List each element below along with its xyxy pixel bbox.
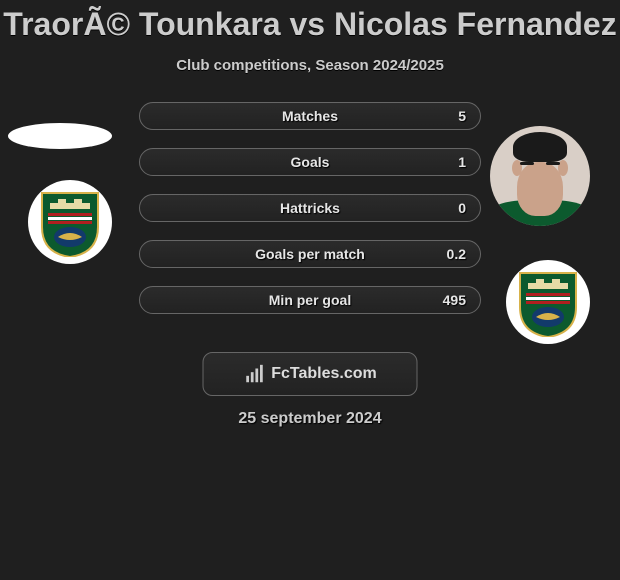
brand-badge: FcTables.com [203,352,418,396]
player-right-avatar [490,126,590,226]
stat-label: Goals per match [190,246,430,262]
stat-pill: Min per goal495 [139,286,481,314]
stat-label: Min per goal [190,292,430,308]
page-title: TraorÃ© Tounkara vs Nicolas Fernandez [0,0,620,43]
player-left-avatar [8,123,112,149]
page-subtitle: Club competitions, Season 2024/2025 [0,57,620,74]
bars-icon [243,363,265,385]
stat-label: Goals [190,154,430,170]
date-label: 25 september 2024 [0,410,620,428]
stat-right-value: 0 [430,200,466,216]
stat-right-value: 0.2 [430,246,466,262]
brand-label: FcTables.com [271,365,377,383]
stat-right-value: 5 [430,108,466,124]
stat-label: Matches [190,108,430,124]
club-crest-left [28,180,112,264]
stat-pill: Matches5 [139,102,481,130]
stat-right-value: 1 [430,154,466,170]
stat-label: Hattricks [190,200,430,216]
stat-pill: Goals per match0.2 [139,240,481,268]
stat-pill: Hattricks0 [139,194,481,222]
stat-pill: Goals1 [139,148,481,176]
stat-right-value: 495 [430,292,466,308]
club-crest-right [506,260,590,344]
